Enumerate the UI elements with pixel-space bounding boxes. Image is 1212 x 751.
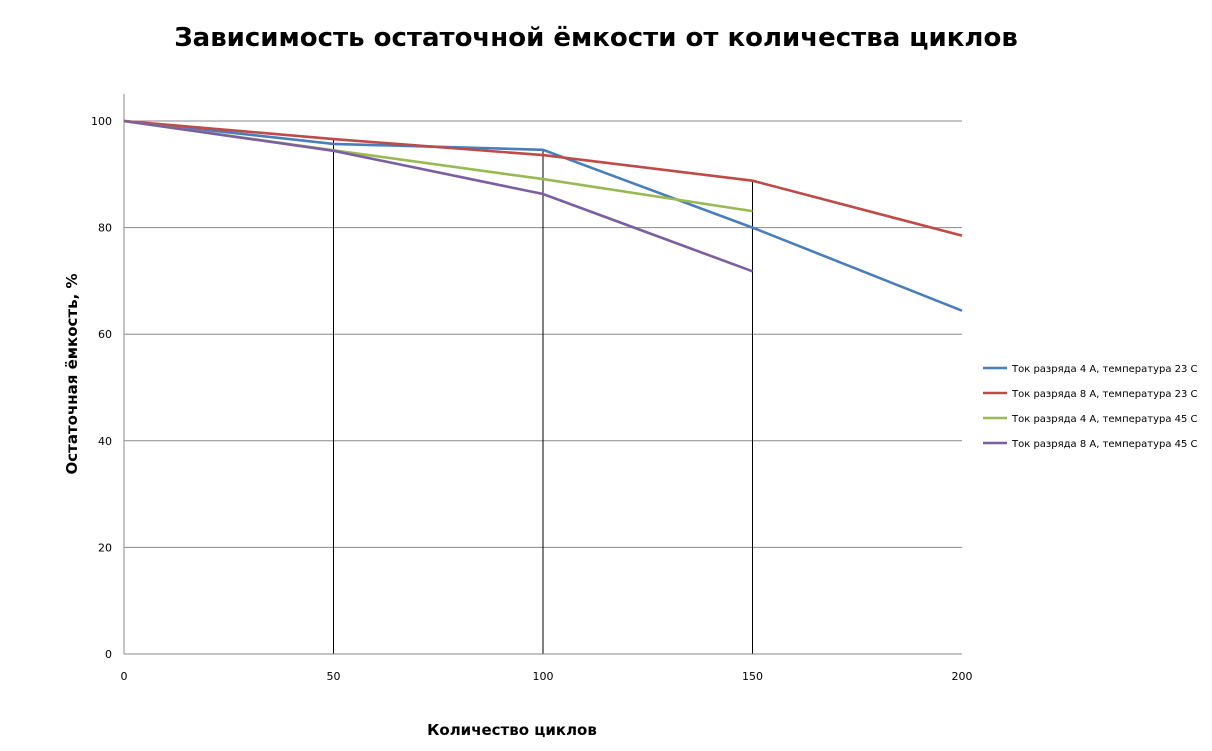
axes bbox=[123, 94, 962, 655]
x-tick-label: 150 bbox=[742, 670, 763, 683]
drop-lines bbox=[333, 139, 753, 654]
x-tick-label: 0 bbox=[121, 670, 128, 683]
y-tick-label: 100 bbox=[91, 115, 112, 128]
legend-label-1: Ток разряда 4 А, температура 23 С bbox=[1011, 364, 1198, 375]
series-line-2 bbox=[123, 119, 963, 237]
y-tick-label: 0 bbox=[105, 648, 112, 661]
y-tick-label: 40 bbox=[98, 435, 112, 448]
chart-title: Зависимость остаточной ёмкости от количе… bbox=[174, 23, 1018, 53]
y-tick-label: 60 bbox=[98, 328, 112, 341]
legend-label-4: Ток разряда 8 А, температура 45 С bbox=[1011, 439, 1198, 450]
series-lines bbox=[123, 119, 963, 312]
x-tick-label: 100 bbox=[533, 670, 554, 683]
y-axis-title: Остаточная ёмкость, % bbox=[63, 273, 81, 474]
x-axis-title: Количество циклов bbox=[427, 721, 597, 739]
legend-label-3: Ток разряда 4 А, температура 45 С bbox=[1011, 414, 1198, 425]
x-tick-label: 50 bbox=[327, 670, 341, 683]
legend: Ток разряда 4 А, температура 23 С Ток раз… bbox=[983, 364, 1198, 450]
series-line-1 bbox=[123, 119, 963, 312]
tick-labels: 0 20 40 60 80 100 0 50 100 150 200 bbox=[91, 115, 973, 683]
y-tick-label: 20 bbox=[98, 541, 112, 554]
x-tick-label: 200 bbox=[952, 670, 973, 683]
legend-label-2: Ток разряда 8 А, температура 23 С bbox=[1011, 389, 1198, 400]
series-line-4 bbox=[123, 119, 753, 273]
y-tick-label: 80 bbox=[98, 222, 112, 235]
